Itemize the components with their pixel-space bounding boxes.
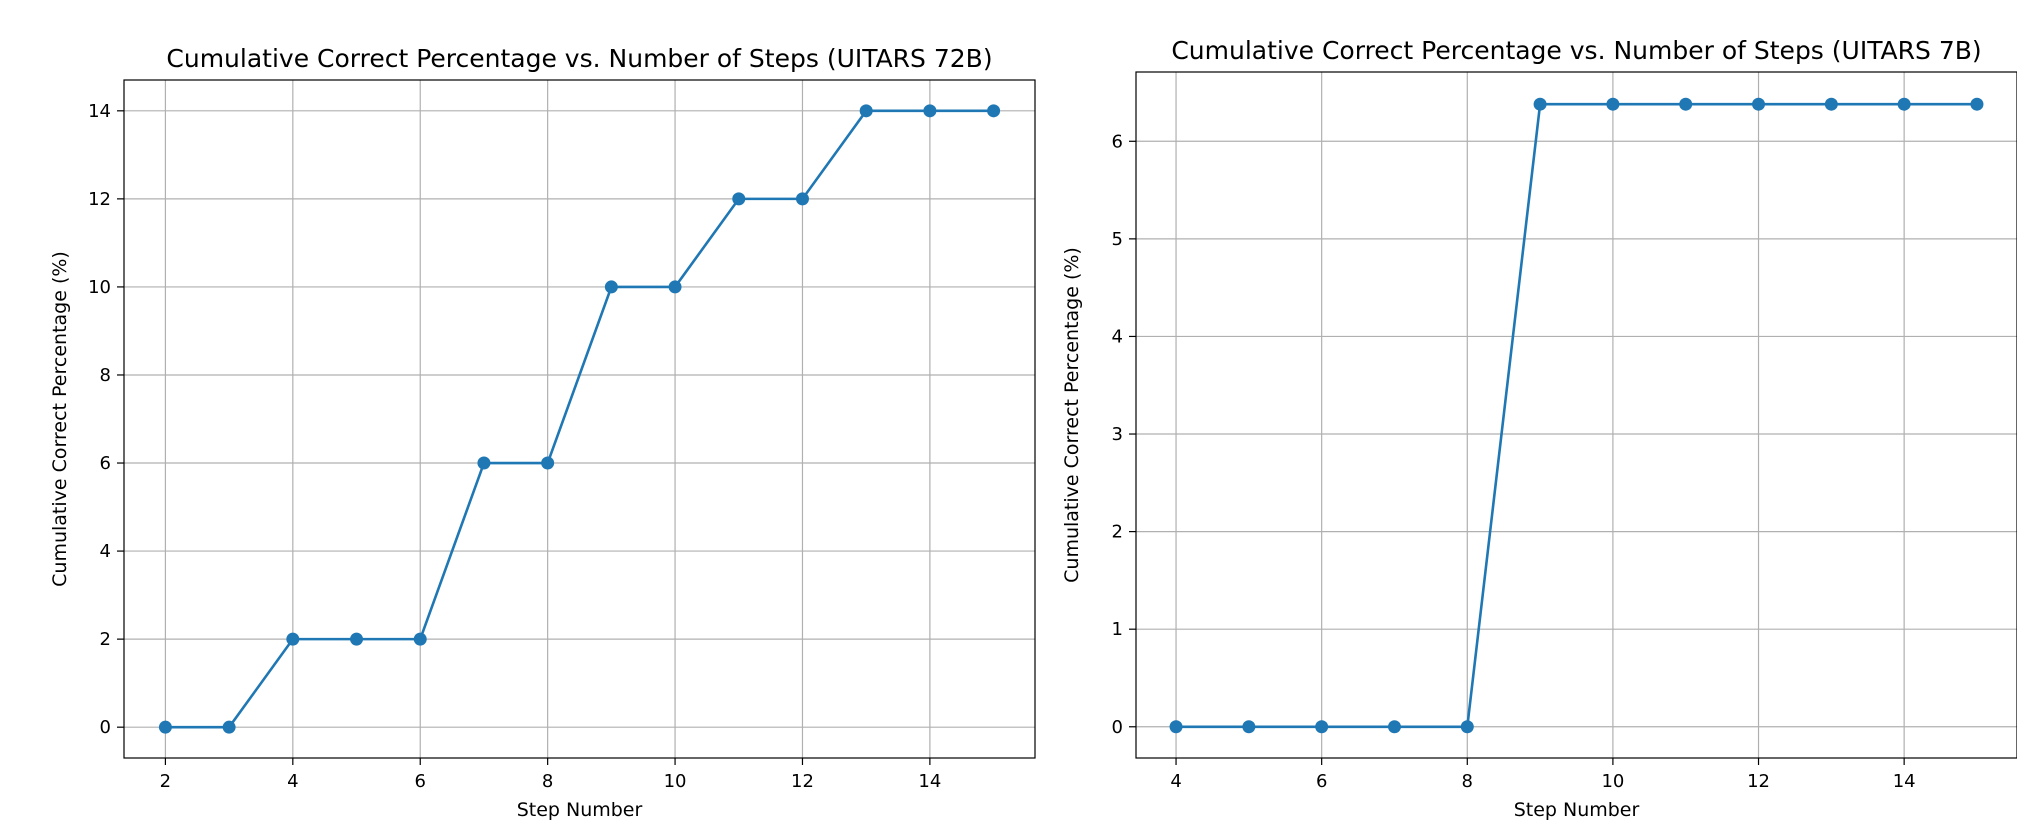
x-tick-label: 14 [918,771,941,792]
y-tick-label: 14 [88,101,111,122]
x-tick-label: 6 [415,771,426,792]
x-tick-label: 10 [1601,771,1624,792]
y-tick-label: 3 [1112,424,1123,445]
data-point [1606,97,1620,111]
data-point [1897,97,1911,111]
y-tick-label: 10 [88,277,111,298]
x-tick-label: 4 [1170,771,1181,792]
data-point [477,456,491,470]
chart-title: Cumulative Correct Percentage vs. Number… [166,44,992,73]
data-point [1169,720,1183,734]
x-tick-label: 10 [664,771,687,792]
y-tick-label: 8 [100,365,111,386]
data-point [795,192,809,206]
x-tick-label: 14 [1893,771,1916,792]
data-point [1824,97,1838,111]
y-tick-label: 5 [1112,229,1123,250]
data-point [1533,97,1547,111]
y-tick-label: 0 [1112,717,1123,738]
y-tick-label: 4 [1112,326,1123,347]
data-point [923,104,937,118]
x-tick-label: 2 [160,771,171,792]
data-point [668,280,682,294]
series-line [165,109,994,729]
y-axis-label: Cumulative Correct Percentage (%) [49,251,71,587]
data-point [604,280,618,294]
data-point [987,104,1001,118]
plot-frame [123,79,1036,759]
x-axis-label: Step Number [517,799,643,820]
data-point [350,632,364,646]
y-tick-label: 6 [1112,131,1123,152]
y-tick-label: 6 [100,453,111,474]
data-point [1315,720,1329,734]
x-tick-label: 8 [1462,771,1473,792]
plot-frame [1135,71,2017,759]
data-point [158,720,172,734]
data-point [1970,97,1984,111]
x-tick-label: 4 [287,771,298,792]
data-point [1679,97,1693,111]
y-tick-label: 2 [1112,522,1123,543]
chart-panel-uitars-72b: 2 4 6 8 10 12 14 0 2 4 6 8 10 12 14 Cumulative Correct … [49,44,1036,820]
chart-title: Cumulative Correct Percentage vs. Number… [1171,36,1981,65]
x-tick-label: 6 [1316,771,1327,792]
data-point [1460,720,1474,734]
series-line [1176,102,1977,729]
x-axis-label: Step Number [1514,799,1640,820]
data-point [286,632,300,646]
data-point [732,192,746,206]
y-tick-label: 1 [1112,619,1123,640]
data-point [1242,720,1256,734]
y-tick-label: 4 [100,541,111,562]
data-point [1752,97,1766,111]
data-point [541,456,555,470]
y-axis-label: Cumulative Correct Percentage (%) [1061,247,1083,583]
y-tick-label: 12 [88,189,111,210]
data-point [222,720,236,734]
x-tick-label: 12 [1747,771,1770,792]
data-point [859,104,873,118]
x-tick-label: 12 [791,771,814,792]
x-tick-label: 8 [542,771,553,792]
data-point [413,632,427,646]
data-point [1387,720,1401,734]
y-tick-label: 0 [100,717,111,738]
y-tick-label: 2 [100,629,111,650]
